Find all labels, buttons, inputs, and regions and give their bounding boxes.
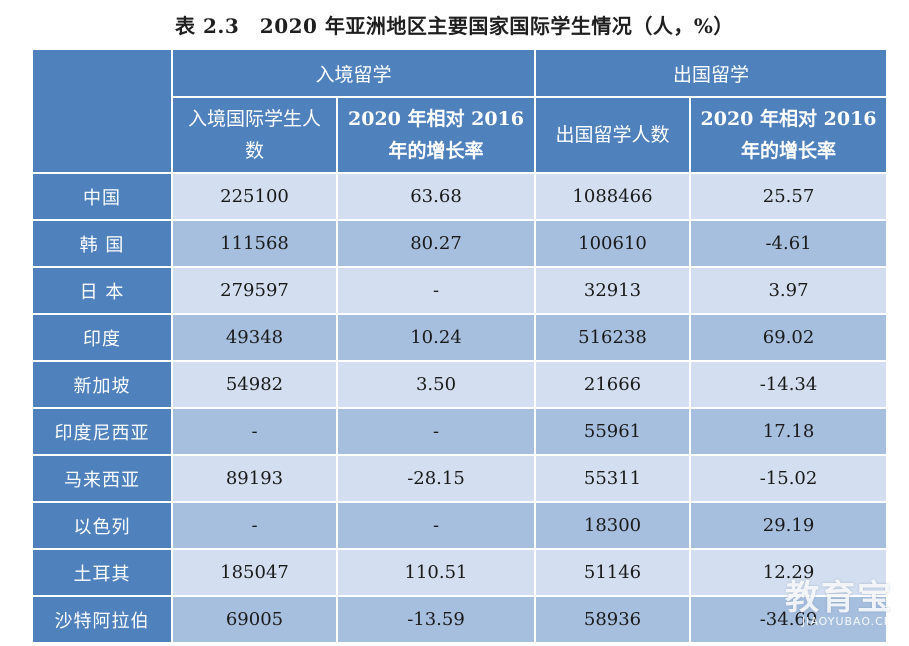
table-row: 马来西亚 89193 -28.15 55311 -15.02 [31, 454, 889, 503]
table-row: 以色列 - - 18300 29.19 [31, 501, 889, 550]
outbound-growth-cell: 69.02 [689, 313, 889, 362]
table-row: 新加坡 54982 3.50 21666 -14.34 [31, 360, 889, 409]
table-row: 印度 49348 10.24 516238 69.02 [31, 313, 889, 362]
country-cell: 马来西亚 [31, 454, 173, 503]
outbound-count-cell: 100610 [534, 219, 692, 268]
outbound-count-cell: 51146 [534, 548, 692, 597]
inbound-growth-cell: 110.51 [335, 548, 537, 597]
outbound-count-cell: 516238 [534, 313, 692, 362]
outbound-count-cell: 55311 [534, 454, 692, 503]
inbound-count-cell: 185047 [171, 548, 338, 597]
table-title: 表 2.3 2020 年亚洲地区主要国家国际学生情况（人，%） [175, 14, 734, 38]
inbound-growth-cell: - [335, 266, 537, 315]
students-table: 入境留学 出国留学 入境国际学生人数 2020 年相对 2016 年的增长率 出… [31, 48, 889, 644]
outbound-growth-cell: -4.61 [689, 219, 889, 268]
outbound-count-cell: 32913 [534, 266, 692, 315]
inbound-growth-cell: 3.50 [335, 360, 537, 409]
country-cell: 印度尼西亚 [31, 407, 173, 456]
header-sub-row: 入境国际学生人数 2020 年相对 2016 年的增长率 出国留学人数 2020… [32, 96, 889, 174]
header-outbound-count-text: 出国留学人数 [555, 124, 670, 146]
header-group-row: 入境留学 出国留学 [31, 48, 889, 174]
inbound-count-cell: 111568 [171, 219, 338, 268]
inbound-count-cell: 54982 [171, 360, 338, 409]
outbound-count-cell: 58936 [534, 595, 692, 644]
inbound-growth-cell: - [335, 407, 537, 456]
country-cell: 韩 国 [31, 219, 173, 268]
country-cell: 以色列 [31, 501, 173, 550]
outbound-growth-cell: -34.69 [689, 595, 889, 644]
country-cell: 印度 [31, 313, 173, 362]
outbound-growth-cell: 12.29 [689, 548, 889, 597]
header-inbound-growth: 2020 年相对 2016 年的增长率 [335, 96, 537, 174]
inbound-count-cell: - [171, 501, 338, 550]
outbound-count-cell: 1088466 [534, 172, 692, 221]
outbound-growth-cell: -15.02 [689, 454, 889, 503]
outbound-count-cell: 18300 [534, 501, 692, 550]
country-cell: 土耳其 [31, 548, 173, 597]
outbound-growth-cell: -14.34 [689, 360, 889, 409]
table-row: 印度尼西亚 - - 55961 17.18 [31, 407, 889, 456]
table-row: 沙特阿拉伯 69005 -13.59 58936 -34.69 [31, 595, 889, 644]
inbound-count-cell: 225100 [171, 172, 338, 221]
inbound-growth-cell: -13.59 [335, 595, 537, 644]
inbound-count-cell: 69005 [171, 595, 338, 644]
inbound-growth-cell: 10.24 [335, 313, 537, 362]
inbound-count-cell: 49348 [171, 313, 338, 362]
inbound-count-cell: 89193 [171, 454, 338, 503]
table-row: 日 本 279597 - 32913 3.97 [31, 266, 889, 315]
table-row: 土耳其 185047 110.51 51146 12.29 [31, 548, 889, 597]
header-outbound-count: 出国留学人数 [534, 96, 692, 174]
inbound-growth-cell: 63.68 [335, 172, 537, 221]
inbound-growth-cell: 80.27 [335, 219, 537, 268]
outbound-growth-cell: 3.97 [689, 266, 889, 315]
table-row: 韩 国 111568 80.27 100610 -4.61 [31, 219, 889, 268]
outbound-count-cell: 21666 [534, 360, 692, 409]
country-cell: 日 本 [31, 266, 173, 315]
header-outbound-growth-text: 2020 年相对 2016 年的增长率 [700, 108, 877, 162]
header-inbound-count: 入境国际学生人数 [171, 96, 338, 174]
country-cell: 中国 [31, 172, 173, 221]
outbound-growth-cell: 17.18 [689, 407, 889, 456]
inbound-growth-cell: - [335, 501, 537, 550]
inbound-count-cell: 279597 [171, 266, 338, 315]
outbound-growth-cell: 29.19 [689, 501, 889, 550]
header-corner-cell [31, 48, 173, 174]
header-outbound-growth: 2020 年相对 2016 年的增长率 [689, 96, 889, 174]
inbound-count-cell: - [171, 407, 338, 456]
header-group-inbound: 入境留学 [170, 48, 537, 98]
outbound-growth-cell: 25.57 [689, 172, 889, 221]
header-inbound-count-text: 入境国际学生人数 [187, 108, 321, 162]
inbound-growth-cell: -28.15 [335, 454, 537, 503]
country-cell: 沙特阿拉伯 [31, 595, 173, 644]
outbound-count-cell: 55961 [534, 407, 692, 456]
header-inbound-growth-text: 2020 年相对 2016 年的增长率 [348, 108, 524, 162]
country-cell: 新加坡 [31, 360, 173, 409]
table-row: 中国 225100 63.68 1088466 25.57 [31, 172, 889, 221]
header-group-outbound: 出国留学 [534, 48, 889, 98]
